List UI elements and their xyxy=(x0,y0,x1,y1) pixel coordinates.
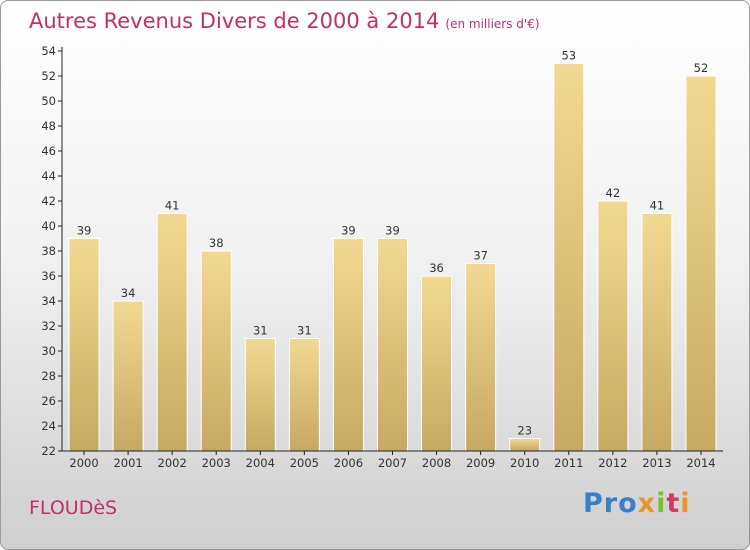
data-label: 31 xyxy=(253,324,268,338)
data-label: 31 xyxy=(297,324,312,338)
x-tick-label: 2013 xyxy=(642,456,671,470)
logo-part-5: i xyxy=(680,488,691,519)
title-unit: (en milliers d'€) xyxy=(445,17,540,31)
x-tick-label: 2012 xyxy=(598,456,627,470)
bar xyxy=(68,238,100,452)
x-tick-label: 2010 xyxy=(510,456,539,470)
bar xyxy=(200,250,232,452)
data-label: 38 xyxy=(209,236,224,250)
data-label: 42 xyxy=(606,186,621,200)
logo-part-4: t xyxy=(666,488,681,519)
bar xyxy=(377,238,408,452)
data-label: 37 xyxy=(473,249,488,263)
x-tick-label: 2002 xyxy=(158,456,187,470)
y-tick-label: 22 xyxy=(41,444,56,458)
y-tick-label: 40 xyxy=(41,219,56,233)
data-label: 41 xyxy=(165,199,180,213)
proxiti-logo[interactable]: Proxiti xyxy=(583,488,691,519)
data-label: 34 xyxy=(121,286,136,300)
x-tick-label: 2005 xyxy=(290,456,319,470)
data-label: 53 xyxy=(561,49,576,63)
data-label: 41 xyxy=(650,199,665,213)
x-tick-label: 2011 xyxy=(554,456,583,470)
y-tick-label: 24 xyxy=(41,419,56,433)
y-tick-label: 54 xyxy=(41,44,56,58)
y-tick-label: 38 xyxy=(41,244,56,258)
bar xyxy=(553,63,585,452)
y-tick-label: 28 xyxy=(41,369,56,383)
bar xyxy=(685,75,717,452)
bar xyxy=(332,238,364,452)
bar xyxy=(244,338,276,452)
bar xyxy=(421,275,453,452)
y-tick-label: 50 xyxy=(41,94,56,108)
x-tick-label: 2009 xyxy=(466,456,495,470)
y-tick-label: 34 xyxy=(41,294,56,308)
data-label: 36 xyxy=(429,261,444,275)
chart-title: Autres Revenus Divers de 2000 à 2014 (en … xyxy=(29,9,540,33)
place-name: FLOUDèS xyxy=(29,497,118,519)
data-label: 39 xyxy=(77,224,92,238)
bar xyxy=(112,300,144,452)
data-label: 39 xyxy=(341,224,356,238)
bar xyxy=(509,438,541,452)
y-tick-label: 26 xyxy=(41,394,56,408)
y-tick-label: 52 xyxy=(41,69,56,83)
data-label: 23 xyxy=(517,424,532,438)
x-tick-label: 2014 xyxy=(686,456,715,470)
x-tick-label: 2003 xyxy=(202,456,231,470)
y-tick-label: 30 xyxy=(41,344,56,358)
bar xyxy=(288,338,320,452)
logo-part-2: x xyxy=(637,488,657,519)
x-tick-label: 2006 xyxy=(334,456,363,470)
title-text: Autres Revenus Divers de 2000 à 2014 xyxy=(29,9,440,33)
x-tick-label: 2008 xyxy=(422,456,451,470)
bar xyxy=(597,200,629,452)
y-tick-label: 48 xyxy=(41,119,56,133)
bar xyxy=(156,213,188,452)
y-tick-label: 36 xyxy=(41,269,56,283)
x-tick-label: 2000 xyxy=(69,456,98,470)
y-tick-label: 42 xyxy=(41,194,56,208)
y-tick-label: 44 xyxy=(41,169,56,183)
logo-part-1: Pro xyxy=(583,488,638,519)
x-tick-label: 2001 xyxy=(113,456,142,470)
x-tick-label: 2007 xyxy=(378,456,407,470)
logo-part-3: i xyxy=(656,488,667,519)
bar xyxy=(641,213,673,452)
x-tick-label: 2004 xyxy=(246,456,275,470)
bar xyxy=(465,263,497,452)
y-tick-label: 46 xyxy=(41,144,56,158)
data-label: 39 xyxy=(385,224,400,238)
data-label: 52 xyxy=(694,61,709,75)
y-tick-label: 32 xyxy=(41,319,56,333)
